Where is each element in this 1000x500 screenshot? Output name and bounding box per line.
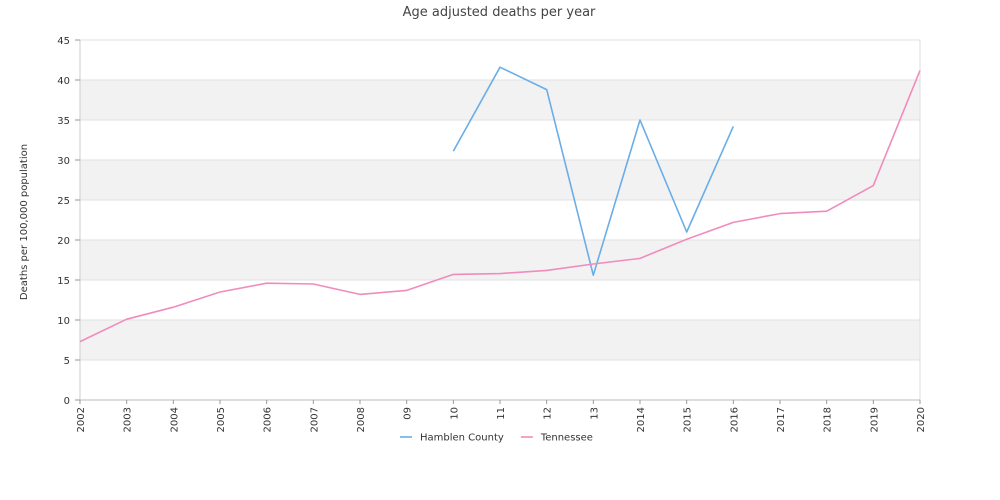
x-tick-label: 2008 [356, 407, 367, 432]
x-tick-label: 2014 [636, 407, 647, 432]
x-tick-label: 2016 [729, 407, 740, 432]
x-tick-label: 12 [543, 407, 554, 420]
x-tick-label: 2020 [916, 407, 927, 432]
chart-title: Age adjusted deaths per year [403, 5, 596, 20]
legend-label: Hamblen County [420, 433, 504, 444]
y-tick-label: 40 [57, 76, 70, 87]
legend: Hamblen County Tennessee [400, 433, 593, 444]
x-tick-label: 2017 [776, 407, 787, 432]
y-tick-label: 15 [57, 276, 70, 287]
y-tick-label: 35 [57, 116, 70, 127]
x-tick-label: 2005 [216, 407, 227, 432]
x-tick-label: 2007 [309, 407, 320, 432]
series-line-hamblen-county [452, 66, 735, 276]
y-tick-label: 5 [64, 356, 70, 367]
y-tick-label: 45 [57, 36, 70, 47]
x-axis-ticks: 2002 2003 2004 2005 2006 2007 2008 09 10 11 12 13 20… [76, 400, 927, 432]
y-tick-label: 0 [64, 396, 70, 407]
x-tick-label: 2019 [869, 407, 880, 432]
y-axis-ticks: 0 5 10 15 20 25 30 35 40 45 [57, 36, 80, 407]
x-tick-label: 09 [403, 407, 414, 420]
x-tick-label: 10 [449, 407, 460, 420]
x-tick-label: 2006 [263, 407, 274, 432]
y-tick-label: 20 [57, 236, 70, 247]
legend-label: Tennessee [540, 433, 593, 444]
y-tick-label: 25 [57, 196, 70, 207]
x-tick-label: 2015 [683, 407, 694, 432]
y-tick-label: 10 [57, 316, 70, 327]
plot-band [80, 160, 920, 200]
x-tick-label: 13 [589, 407, 600, 420]
series-lines [79, 66, 921, 343]
plot-band [80, 320, 920, 360]
y-tick-label: 30 [57, 156, 70, 167]
gridlines [80, 39, 920, 401]
x-tick-label: 2018 [823, 407, 834, 432]
plot-background-bands [80, 80, 920, 360]
x-tick-label: 2002 [76, 407, 87, 432]
x-tick-label: 2004 [169, 407, 180, 432]
series-line-tennessee [79, 70, 921, 343]
plot-band [80, 80, 920, 120]
x-tick-label: 2003 [123, 407, 134, 432]
x-tick-label: 11 [496, 407, 507, 420]
y-axis-label: Deaths per 100,000 population [19, 144, 30, 300]
